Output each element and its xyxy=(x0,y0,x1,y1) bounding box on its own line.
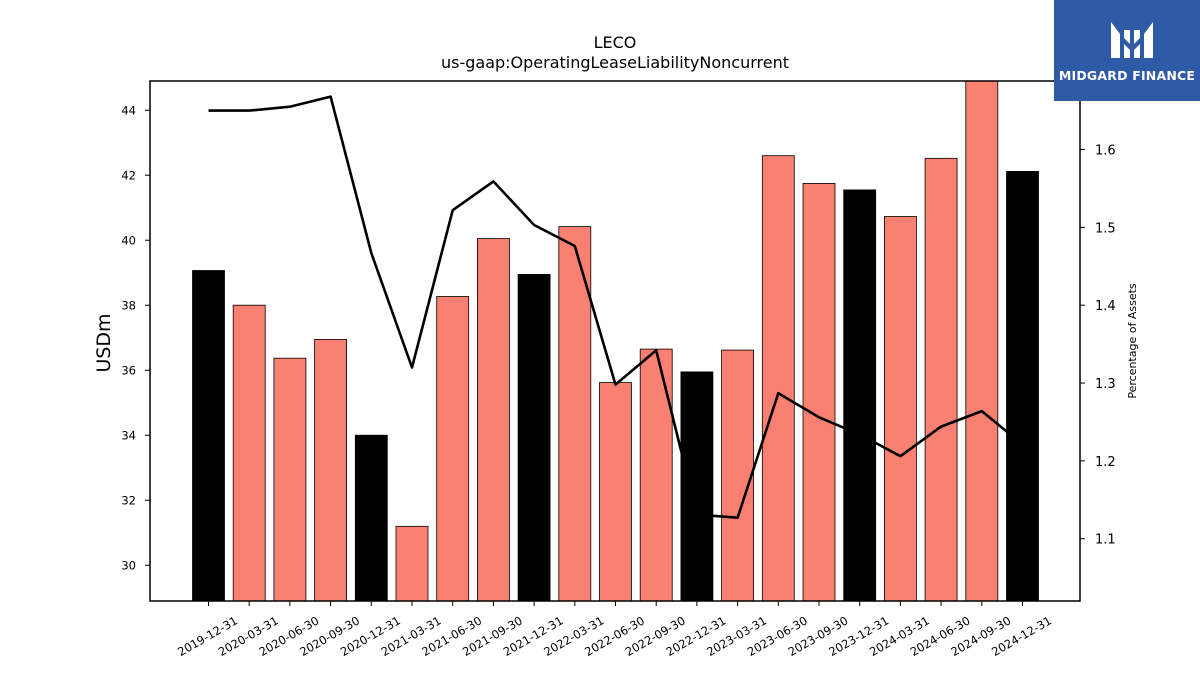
bar-2023-03-31 xyxy=(721,349,754,602)
y-tick-label: 36 xyxy=(121,363,136,377)
bar-2024-09-30 xyxy=(965,80,999,602)
y-tick-label: 44 xyxy=(121,103,136,117)
bar-2023-06-30 xyxy=(761,155,795,602)
bar-2022-06-30 xyxy=(599,382,632,602)
y-tick-label: 42 xyxy=(121,168,136,182)
y-tick-label: 32 xyxy=(121,493,136,507)
chart-title: LECO xyxy=(594,33,637,52)
y2-tick-label: 1.4 xyxy=(1095,299,1116,314)
bar-2024-03-31 xyxy=(884,216,917,602)
y-tick-label: 40 xyxy=(121,233,136,247)
bar-2024-12-31 xyxy=(1006,170,1039,602)
y-axis-label: USDm xyxy=(93,313,115,372)
y-tick-label: 38 xyxy=(121,298,136,312)
bar-2019-12-31 xyxy=(192,270,225,602)
bar-2023-12-31 xyxy=(843,189,877,602)
bar-2020-03-31 xyxy=(232,304,266,602)
bar-2020-06-30 xyxy=(273,357,307,602)
bar-2022-03-31 xyxy=(558,226,592,602)
y-tick-label: 30 xyxy=(121,558,136,572)
y-axis-ticks: 30 32 34 36 38 40 42 44 xyxy=(121,103,150,572)
bar-2023-09-30 xyxy=(802,182,836,602)
bar-2020-09-30 xyxy=(314,338,348,602)
x-axis-ticks: 2019-12-312020-03-312020-06-302020-09-30… xyxy=(175,601,1054,659)
bar-2022-09-30 xyxy=(639,348,673,602)
bar-2022-12-31 xyxy=(680,371,714,602)
bar-2021-09-30 xyxy=(476,238,510,602)
y2-tick-label: 1.2 xyxy=(1095,455,1116,470)
bar-series xyxy=(192,80,1039,602)
y2-tick-label: 1.1 xyxy=(1095,533,1116,548)
chart-subtitle: us-gaap:OperatingLeaseLiabilityNoncurren… xyxy=(441,53,789,72)
y2-tick-label: 1.6 xyxy=(1095,144,1116,159)
y2-axis-label: Percentage of Assets xyxy=(1126,283,1139,399)
bar-2024-06-30 xyxy=(924,157,958,602)
y2-tick-label: 1.5 xyxy=(1095,221,1116,236)
y2-tick-label: 1.3 xyxy=(1095,377,1116,392)
bar-2021-06-30 xyxy=(436,296,470,602)
percentage-line xyxy=(208,95,1024,520)
bar-2020-12-31 xyxy=(354,434,388,602)
bar-2021-12-31 xyxy=(517,273,551,602)
logo-text: MIDGARD FINANCE xyxy=(1058,68,1196,83)
y2-axis-ticks: 1.1 1.2 1.3 1.4 1.5 1.6 xyxy=(1080,144,1116,548)
midgard-logo-icon xyxy=(1111,22,1153,58)
bar-2021-03-31 xyxy=(395,525,429,602)
brand-logo: MIDGARD FINANCE xyxy=(1054,0,1200,101)
line-series xyxy=(208,95,1024,520)
y-tick-label: 34 xyxy=(121,428,136,442)
